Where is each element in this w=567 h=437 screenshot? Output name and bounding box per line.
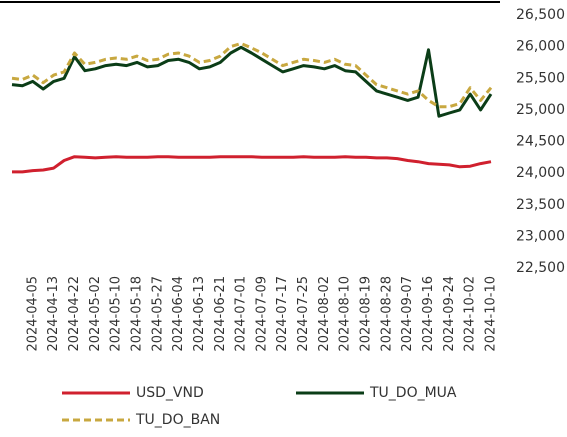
y-tick-label: 25,000	[516, 102, 565, 118]
legend-label: USD_VND	[136, 385, 204, 401]
x-tick-label: 2024-07-01	[234, 276, 249, 352]
x-tick-label: 2024-08-28	[379, 276, 394, 352]
x-tick-label: 2024-07-25	[296, 276, 311, 352]
x-tick-label: 2024-10-10	[484, 276, 499, 352]
x-tick-label: 2024-05-10	[109, 276, 124, 352]
x-tick-label: 2024-10-02	[463, 276, 478, 352]
x-tick-label: 2024-09-16	[421, 276, 436, 352]
x-tick-label: 2024-09-07	[400, 276, 415, 352]
y-tick-label: 23,000	[516, 228, 565, 244]
x-tick-label: 2024-05-18	[129, 276, 144, 352]
x-tick-label: 2024-04-05	[25, 276, 40, 352]
legend-label: TU_DO_MUA	[369, 385, 457, 401]
x-tick-label: 2024-09-24	[442, 276, 457, 352]
x-tick-label: 2024-04-13	[46, 276, 61, 352]
y-tick-label: 24,500	[516, 134, 565, 150]
y-tick-label: 22,500	[516, 260, 565, 276]
x-tick-label: 2024-04-22	[67, 276, 82, 352]
y-tick-label: 26,000	[516, 39, 565, 55]
x-tick-label: 2024-08-02	[317, 276, 332, 352]
x-tick-label: 2024-07-09	[254, 276, 269, 352]
series-line	[11, 45, 493, 118]
y-tick-label: 23,500	[516, 197, 565, 213]
x-tick-label: 2024-08-10	[338, 276, 353, 352]
y-tick-label: 26,500	[516, 7, 565, 23]
legend-label: TU_DO_BAN	[135, 412, 220, 428]
y-tick-label: 25,500	[516, 70, 565, 86]
x-tick-label: 2024-05-02	[88, 276, 103, 352]
x-tick-label: 2024-06-21	[213, 276, 228, 352]
x-tick-label: 2024-05-27	[150, 276, 165, 352]
x-tick-label: 2024-08-19	[359, 276, 374, 352]
y-tick-label: 24,000	[516, 165, 565, 181]
x-tick-label: 2024-07-17	[275, 276, 290, 352]
x-tick-label: 2024-06-04	[171, 276, 186, 352]
series-line	[12, 155, 492, 174]
series-line	[11, 42, 493, 109]
x-tick-label: 2024-06-13	[192, 276, 207, 352]
